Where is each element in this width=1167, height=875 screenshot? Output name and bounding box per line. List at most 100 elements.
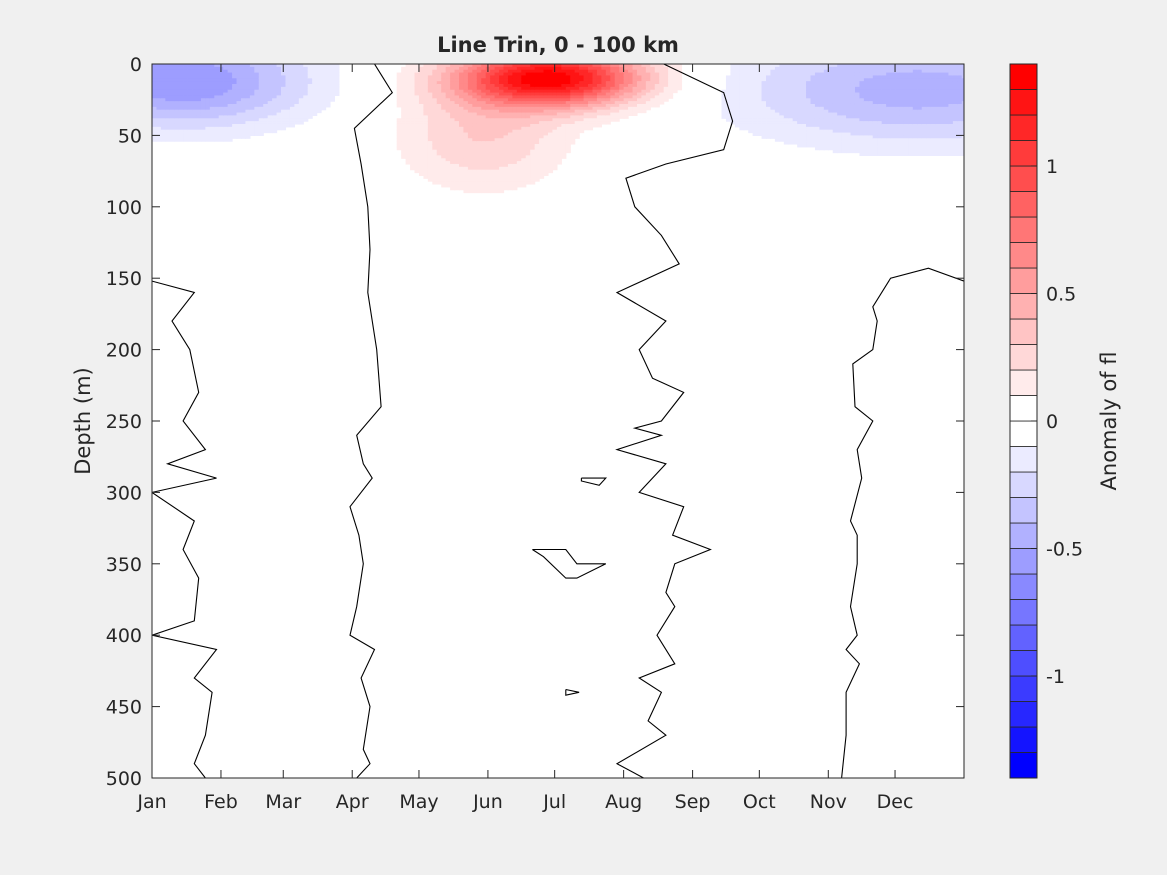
- anomaly-cell: [249, 109, 255, 114]
- anomaly-cell: [445, 92, 451, 97]
- anomaly-cell: [445, 135, 451, 139]
- anomaly-cell: [832, 78, 838, 82]
- anomaly-cell: [459, 121, 465, 125]
- anomaly-cell: [481, 112, 487, 117]
- anomaly-cell: [890, 83, 896, 88]
- anomaly-cell: [450, 103, 456, 108]
- anomaly-cell: [877, 112, 883, 117]
- anomaly-cell: [178, 101, 184, 105]
- anomaly-cell: [570, 64, 576, 68]
- anomaly-cell: [525, 166, 531, 171]
- anomaly-cell: [574, 64, 580, 68]
- anomaly-cell: [499, 149, 505, 154]
- anomaly-cell: [877, 95, 883, 99]
- anomaly-cell: [872, 123, 878, 128]
- anomaly-cell: [410, 152, 416, 156]
- anomaly-cell: [289, 121, 295, 125]
- anomaly-cell: [463, 64, 469, 68]
- anomaly-cell: [512, 109, 518, 114]
- anomaly-cell: [441, 72, 447, 77]
- anomaly-cell: [245, 81, 251, 85]
- anomaly-cell: [739, 115, 745, 119]
- anomaly-cell: [445, 175, 451, 179]
- anomaly-cell: [543, 141, 549, 145]
- anomaly-cell: [957, 152, 963, 156]
- anomaly-cell: [601, 106, 607, 111]
- anomaly-cell: [178, 92, 184, 97]
- anomaly-cell: [614, 66, 620, 71]
- anomaly-cell: [539, 172, 545, 176]
- anomaly-cell: [930, 78, 936, 82]
- anomaly-cell: [423, 172, 429, 176]
- anomaly-cell: [588, 126, 594, 131]
- anomaly-cell: [761, 95, 767, 99]
- anomaly-cell: [174, 121, 180, 125]
- y-tick-label: 300: [106, 482, 142, 504]
- anomaly-cell: [418, 152, 425, 156]
- anomaly-cell: [405, 72, 411, 77]
- anomaly-cell: [485, 149, 491, 154]
- anomaly-cell: [312, 83, 318, 88]
- anomaly-cell: [459, 92, 465, 97]
- anomaly-cell: [628, 109, 634, 114]
- anomaly-cell: [574, 75, 580, 79]
- anomaly-cell: [307, 101, 313, 105]
- anomaly-cell: [592, 75, 598, 79]
- anomaly-cell: [423, 123, 429, 128]
- anomaly-cell: [436, 123, 442, 128]
- anomaly-cell: [539, 169, 545, 174]
- anomaly-cell: [512, 64, 518, 68]
- anomaly-cell: [552, 149, 558, 154]
- anomaly-cell: [601, 103, 607, 108]
- anomaly-cell: [187, 115, 193, 119]
- anomaly-cell: [926, 83, 932, 88]
- anomaly-cell: [779, 126, 785, 131]
- anomaly-cell: [169, 75, 175, 79]
- anomaly-cell: [165, 118, 171, 122]
- anomaly-cell: [481, 175, 487, 179]
- anomaly-cell: [476, 138, 482, 142]
- anomaly-cell: [441, 106, 447, 111]
- anomaly-cell: [512, 118, 518, 122]
- anomaly-cell: [792, 101, 798, 105]
- anomaly-cell: [481, 103, 487, 108]
- anomaly-cell: [196, 78, 202, 82]
- anomaly-cell: [485, 72, 491, 77]
- anomaly-cell: [961, 118, 964, 122]
- anomaly-cell: [939, 103, 945, 108]
- anomaly-cell: [814, 78, 820, 82]
- anomaly-cell: [240, 69, 247, 74]
- anomaly-cell: [236, 64, 242, 68]
- anomaly-cell: [863, 152, 869, 156]
- anomaly-cell: [445, 183, 451, 188]
- anomaly-cell: [472, 106, 478, 111]
- anomaly-cell: [605, 121, 611, 125]
- anomaly-cell: [450, 121, 456, 125]
- anomaly-cell: [401, 138, 407, 142]
- anomaly-cell: [939, 129, 945, 134]
- anomaly-cell: [601, 118, 607, 122]
- anomaly-cell: [801, 81, 807, 85]
- anomaly-cell: [294, 121, 300, 125]
- anomaly-cell: [939, 81, 945, 85]
- anomaly-cell: [405, 123, 411, 128]
- anomaly-cell: [196, 121, 202, 125]
- anomaly-cell: [499, 81, 505, 85]
- anomaly-cell: [583, 98, 589, 102]
- anomaly-cell: [868, 121, 874, 125]
- anomaly-cell: [917, 149, 923, 154]
- anomaly-cell: [236, 106, 242, 111]
- anomaly-cell: [467, 149, 473, 154]
- anomaly-cell: [770, 98, 776, 102]
- anomaly-cell: [507, 149, 513, 154]
- anomaly-cell: [499, 72, 505, 77]
- anomaly-cell: [481, 64, 487, 68]
- anomaly-cell: [610, 69, 616, 74]
- anomaly-cell: [908, 98, 914, 102]
- anomaly-cell: [908, 126, 914, 131]
- anomaly-cell: [329, 98, 336, 102]
- anomaly-cell: [232, 123, 238, 128]
- anomaly-cell: [797, 75, 803, 79]
- anomaly-cell: [423, 132, 429, 136]
- anomaly-cell: [432, 64, 438, 68]
